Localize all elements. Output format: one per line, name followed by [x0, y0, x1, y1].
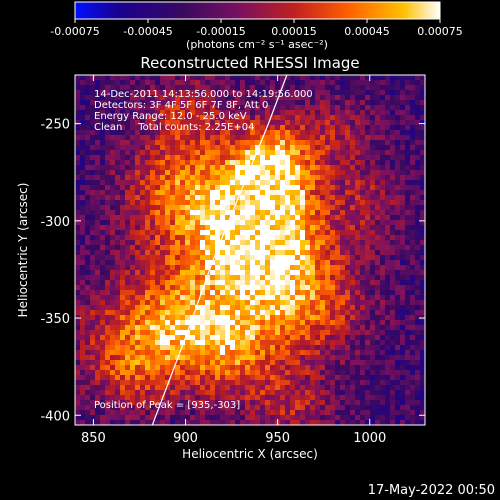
- x-tick-label: 850: [81, 431, 106, 446]
- plot-frame: [74, 74, 426, 426]
- x-tick-label: 900: [173, 431, 198, 446]
- colorbar-unit-label: (photons cm⁻² s⁻¹ asec⁻²): [186, 38, 328, 51]
- x-axis: 850 900 950 1000: [81, 75, 386, 446]
- colorbar: -0.00075 -0.00045 -0.00015 0.00015 0.00045 0.…: [50, 1, 463, 51]
- peak-position-label: Position of Peak = [935,-303]: [94, 400, 240, 411]
- info-detectors: Detectors: 3F 4F 5F 6F 7F 8F, Att 0: [94, 100, 268, 111]
- observation-info: 14-Dec-2011 14:13:56.000 to 14:19:56.000…: [94, 89, 313, 133]
- colorbar-tick-label: -0.00015: [196, 25, 245, 38]
- y-tick-label: -400: [40, 409, 70, 424]
- heatmap-image: [75, 75, 425, 425]
- x-tick-label: 1000: [353, 431, 386, 446]
- info-clean-counts: Clean Total counts: 2.25E+04: [94, 122, 254, 133]
- info-energy-range: Energy Range: 12.0 - 25.0 keV: [94, 111, 247, 122]
- colorbar-gradient: [74, 1, 441, 20]
- colorbar-tick-label: 0.00015: [271, 25, 317, 38]
- x-axis-label: Heliocentric X (arcsec): [182, 447, 318, 461]
- plot-title: Reconstructed RHESSI Image: [140, 54, 359, 72]
- colorbar-tick-label: 0.00045: [344, 25, 390, 38]
- info-time-range: 14-Dec-2011 14:13:56.000 to 14:19:56.000: [94, 89, 313, 100]
- colorbar-tick-label: -0.00075: [50, 25, 99, 38]
- y-tick-label: -350: [40, 312, 70, 327]
- solar-limb-curve: [151, 75, 288, 425]
- x-tick-label: 950: [265, 431, 290, 446]
- y-axis: -250 -300 -350 -400: [40, 118, 425, 424]
- y-tick-label: -300: [40, 215, 70, 230]
- colorbar-tick-label: 0.00075: [417, 25, 463, 38]
- y-tick-label: -250: [40, 118, 70, 133]
- y-axis-label: Heliocentric Y (arcsec): [16, 183, 30, 318]
- colorbar-ticks: -0.00075 -0.00045 -0.00015 0.00015 0.00045 0.…: [50, 19, 463, 38]
- colorbar-tick-label: -0.00045: [123, 25, 172, 38]
- footer-timestamp: 17-May-2022 00:50: [368, 483, 495, 498]
